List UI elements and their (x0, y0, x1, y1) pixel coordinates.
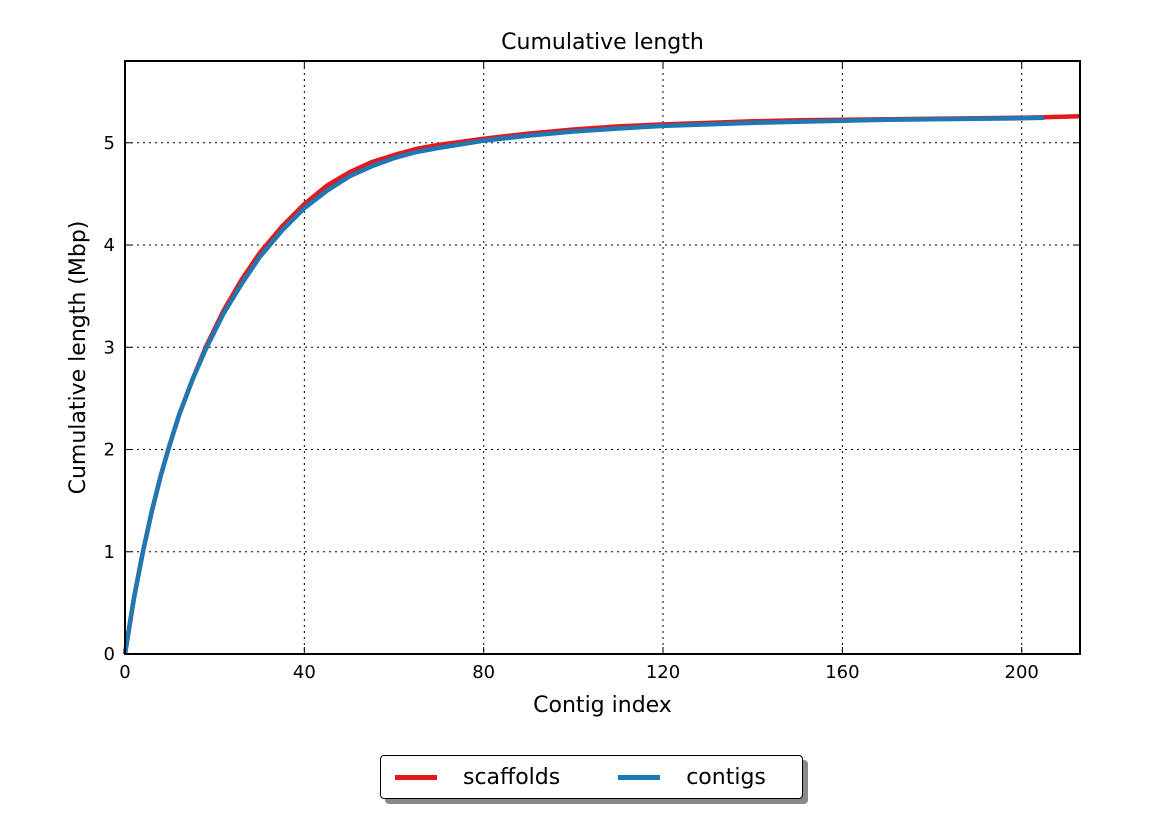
x-tick-label: 40 (293, 662, 316, 683)
x-tick-label: 160 (825, 662, 859, 683)
series-lines (122, 113, 1081, 655)
legend-item-scaffolds: scaffolds (395, 765, 560, 790)
x-tick-label: 80 (472, 662, 495, 683)
chart-title: Cumulative length (501, 30, 704, 55)
y-tick-label: 2 (104, 440, 115, 461)
legend-label-contigs: contigs (686, 764, 766, 790)
y-tick-label: 5 (104, 133, 115, 154)
y-tick-label: 0 (104, 644, 115, 665)
legend-swatch-scaffolds (395, 774, 437, 780)
x-tick-label: 0 (119, 662, 130, 683)
series-line-scaffolds (122, 113, 1081, 655)
y-tick-label: 3 (104, 337, 115, 358)
legend-swatch-contigs (618, 774, 661, 780)
legend-label-scaffolds: scaffolds (463, 764, 561, 790)
series-line-contigs (122, 115, 1045, 655)
x-tick-label: 120 (646, 662, 680, 683)
axis-ticks: 0 40 80 120 160 200 0 1 2 3 4 5 (104, 61, 1080, 683)
legend: scaffolds contigs (380, 755, 803, 799)
x-axis-label: Contig index (533, 693, 672, 718)
y-tick-label: 1 (104, 542, 115, 563)
legend-item-contigs: contigs (618, 765, 766, 790)
y-axis-label: Cumulative length (Mbp) (66, 221, 91, 495)
grid-lines (125, 61, 1080, 654)
plot-frame (124, 60, 1081, 655)
x-tick-label: 200 (1005, 662, 1039, 683)
y-tick-label: 4 (104, 235, 115, 256)
